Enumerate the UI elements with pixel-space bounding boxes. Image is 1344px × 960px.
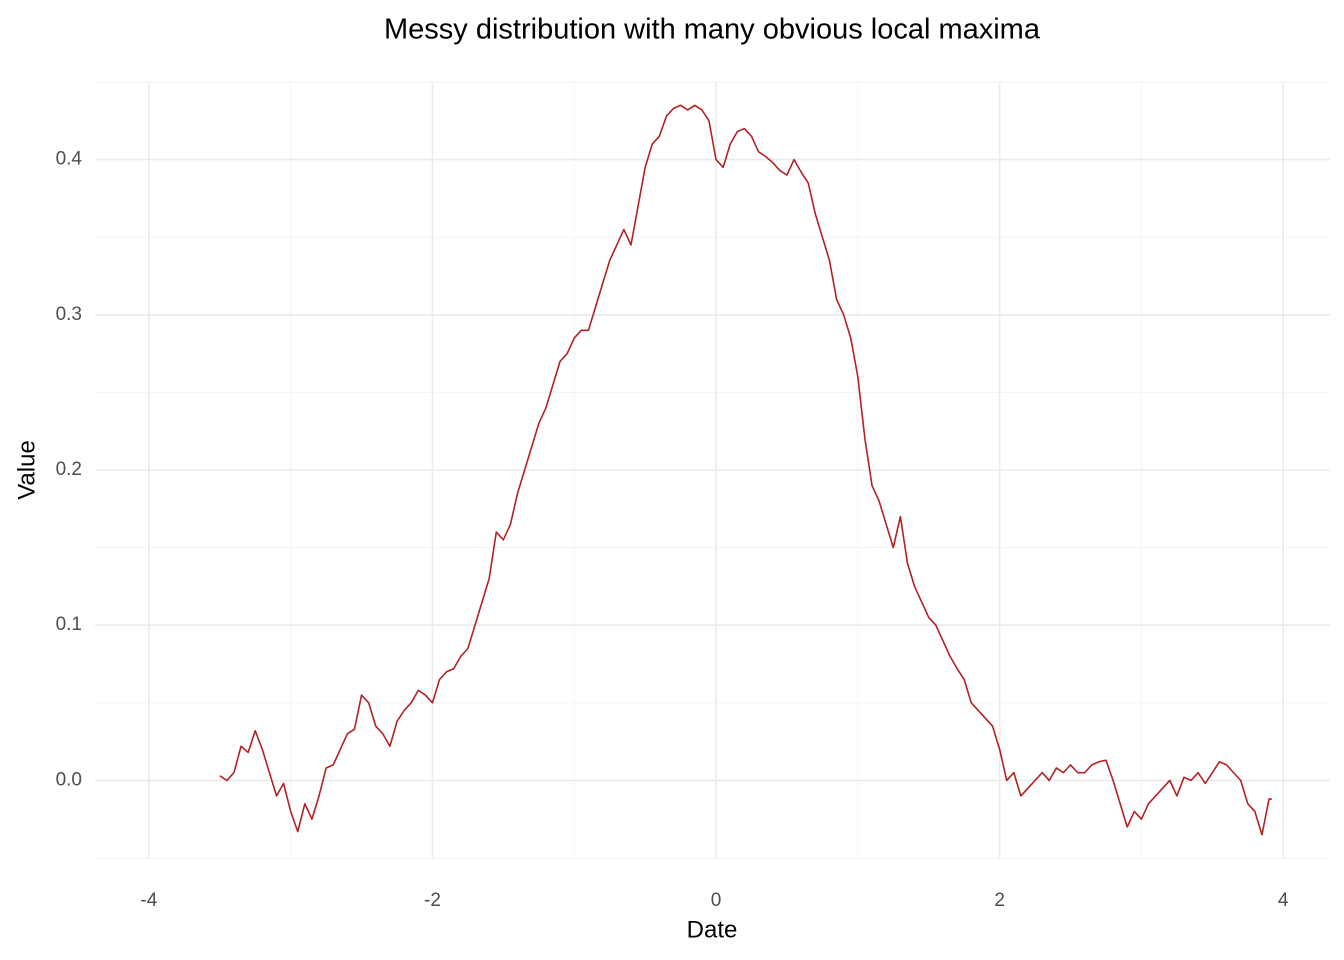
y-tick-label: 0.2 [56,459,82,480]
x-axis-label: Date [687,916,738,943]
y-axis-label: Value [13,440,40,500]
y-tick-label: 0.3 [56,304,82,325]
grid [95,81,1330,859]
chart-title: Messy distribution with many obvious loc… [384,14,1041,46]
data-line [219,104,1272,836]
y-tick-label: 0.1 [56,614,82,635]
x-tick-label: -2 [424,890,441,911]
x-tick-label: 2 [994,890,1005,911]
x-tick-label: 0 [711,890,722,911]
y-tick-label: 0.4 [56,149,83,170]
y-tick-label: 0.0 [56,769,82,790]
x-tick-label: -4 [140,890,157,911]
x-tick-label: 4 [1278,890,1289,911]
